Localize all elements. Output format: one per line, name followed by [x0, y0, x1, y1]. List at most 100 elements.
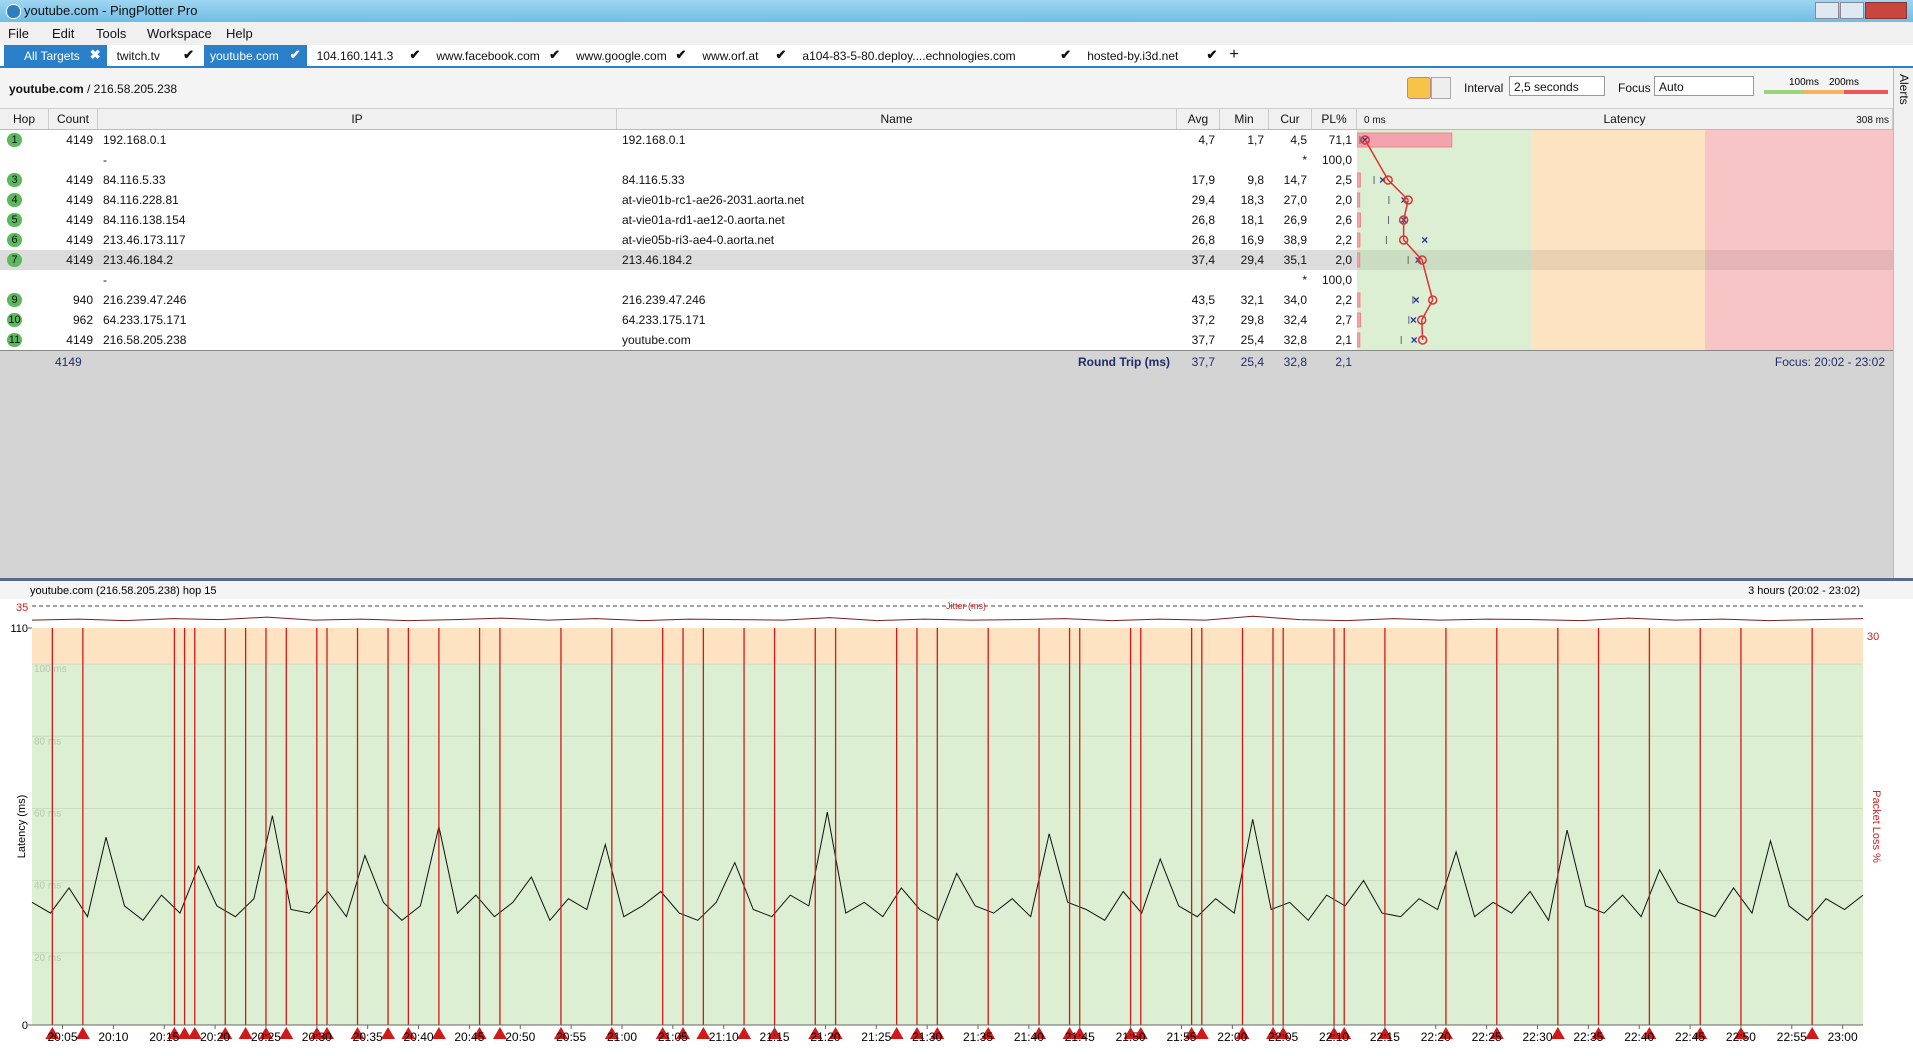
cell-min: 32,1 — [1240, 293, 1264, 307]
table-row[interactable]: 4 4149 84.116.228.81 at-vie01b-rc1-ae26-203… — [0, 190, 1357, 210]
hop-badge: 7 — [7, 253, 22, 267]
tab[interactable]: All Targets ✖ — [4, 45, 107, 66]
table-row[interactable]: - * 100,0 — [0, 150, 1357, 170]
table-row[interactable]: 1 4149 192.168.0.1 192.168.0.1 4,7 1,7 4,5 71,1 — [0, 130, 1357, 150]
column-header[interactable]: Hop — [0, 109, 49, 129]
alerts-sidebar: Alerts — [1893, 68, 1913, 578]
cell-min: 18,3 — [1240, 193, 1264, 207]
tab[interactable]: www.google.com ✔ — [570, 45, 693, 66]
x-tick-label: 21:05 — [658, 1030, 688, 1044]
maximize-button[interactable] — [1840, 2, 1864, 19]
tab[interactable]: hosted-by.i3d.net ✔ — [1081, 45, 1224, 66]
hop-badge: 6 — [7, 233, 22, 247]
menu-item[interactable]: Help — [226, 26, 253, 41]
table-row[interactable]: 11 4149 216.58.205.238 youtube.com 37,7 25,4 3… — [0, 330, 1357, 350]
menu-item[interactable]: File — [8, 26, 29, 41]
x-tick-label: 23:00 — [1828, 1030, 1858, 1044]
table-row[interactable]: 7 4149 213.46.184.2 213.46.184.2 37,4 29,4 35,… — [0, 250, 1357, 270]
cell-ip: - — [103, 153, 107, 167]
cell-pl: 2,6 — [1335, 213, 1352, 227]
packet-loss-marker — [75, 1027, 90, 1039]
cell-pl: 2,0 — [1335, 193, 1352, 207]
tab[interactable]: www.orf.at ✔ — [696, 45, 793, 66]
grid-label: 40 ms — [34, 881, 61, 892]
packet-loss-marker — [808, 1027, 823, 1039]
tab-label: twitch.tv — [116, 49, 160, 63]
tab[interactable]: www.facebook.com ✔ — [430, 45, 566, 66]
focus-select[interactable]: Auto — [1654, 76, 1754, 96]
cell-count: 4149 — [66, 253, 93, 267]
packet-loss-marker — [1327, 1027, 1342, 1039]
tab[interactable]: a104-83-5-80.deploy....echnologies.com ✔ — [796, 45, 1078, 66]
menu-item[interactable]: Tools — [96, 26, 127, 41]
column-header[interactable]: Name — [617, 109, 1177, 129]
cell-name: at-vie05b-ri3-ae4-0.aorta.net — [622, 233, 775, 247]
table-body: × × × × × × × × × 1 4149 192.168.0.1 192.168.0.1 4,7 1… — [0, 130, 1893, 350]
cell-cur: 32,8 — [1283, 333, 1307, 347]
x-tick-label: 21:15 — [760, 1030, 790, 1044]
cell-avg: 37,4 — [1191, 253, 1215, 267]
x-tick-label: 22:20 — [1421, 1030, 1451, 1044]
close-button[interactable] — [1865, 2, 1907, 19]
packet-loss-marker — [981, 1027, 996, 1039]
pause-dropdown[interactable] — [1431, 77, 1451, 99]
graph-header-bg — [0, 581, 1913, 599]
table-row[interactable]: 10 962 64.233.175.171 64.233.175.171 37,2 29,… — [0, 310, 1357, 330]
table-row[interactable]: 5 4149 84.116.138.154 at-vie01a-rd1-ae12-0.… — [0, 210, 1357, 230]
packet-loss-marker — [1377, 1027, 1392, 1039]
latency-min-label: 0 ms — [1364, 115, 1386, 126]
packet-loss-marker — [258, 1027, 273, 1039]
table-row[interactable]: 9 940 216.239.47.246 216.239.47.246 43,5 32,1… — [0, 290, 1357, 310]
packet-loss-marker — [472, 1027, 487, 1039]
footer-count: 4149 — [55, 355, 82, 369]
x-tick-label: 20:45 — [454, 1030, 484, 1044]
x-tick-label: 22:40 — [1624, 1030, 1654, 1044]
packet-loss-bar — [1357, 172, 1361, 188]
tab[interactable]: youtube.com ✔ — [204, 45, 307, 66]
column-header[interactable]: Latency — [1357, 109, 1893, 129]
legend-label: 100ms — [1789, 77, 1819, 88]
legend-label: 200ms — [1829, 77, 1859, 88]
cur-marker: × — [1361, 133, 1368, 147]
packet-loss-marker — [604, 1027, 619, 1039]
packet-loss-marker — [828, 1027, 843, 1039]
table-row[interactable]: - * 100,0 — [0, 270, 1357, 290]
zone-orange — [1531, 130, 1706, 350]
tab[interactable]: 104.160.141.3 ✔ — [310, 45, 427, 66]
tab-label: All Targets — [24, 49, 80, 63]
interval-select[interactable]: 2,5 seconds — [1509, 76, 1605, 96]
target-header: youtube.com / 216.58.205.238 Interval 2,… — [0, 68, 1893, 109]
menu-item[interactable]: Workspace — [147, 26, 212, 41]
grid-label: 100 ms — [34, 664, 67, 675]
footer-focus: Focus: 20:02 - 23:02 — [1774, 355, 1885, 369]
tab[interactable]: twitch.tv ✔ — [110, 45, 200, 66]
avg-marker — [1398, 235, 1409, 245]
add-tab-button[interactable]: + — [1229, 46, 1239, 63]
column-header[interactable]: Cur — [1269, 109, 1312, 129]
table-row[interactable]: 3 4149 84.116.5.33 84.116.5.33 17,9 9,8 14,7 2,… — [0, 170, 1357, 190]
menu-item[interactable]: Edit — [52, 26, 75, 41]
cell-ip: 84.116.138.154 — [103, 213, 186, 227]
packet-loss-marker — [1489, 1027, 1504, 1039]
avg-marker — [1417, 255, 1427, 265]
alerts-label[interactable]: Alerts — [1897, 74, 1911, 105]
table-row[interactable]: 6 4149 213.46.173.117 at-vie05b-ri3-ae4-0.a… — [0, 230, 1357, 250]
cell-min: 9,8 — [1247, 173, 1264, 187]
avg-marker — [1360, 135, 1370, 145]
x-tick-label: 21:35 — [963, 1030, 993, 1044]
x-tick-label: 20:50 — [505, 1030, 535, 1044]
minimize-button[interactable] — [1815, 2, 1839, 19]
column-header[interactable]: IP — [98, 109, 617, 129]
column-header[interactable]: Min — [1220, 109, 1269, 129]
packet-loss-marker — [1123, 1027, 1138, 1039]
cur-marker: × — [1410, 313, 1417, 327]
pause-button[interactable] — [1407, 77, 1431, 99]
packet-loss-marker — [1072, 1027, 1087, 1039]
cell-pl: 2,0 — [1335, 253, 1352, 267]
column-header[interactable]: Count — [49, 109, 98, 129]
column-header[interactable]: Avg — [1177, 109, 1220, 129]
cell-name: 84.116.5.33 — [622, 173, 685, 187]
cell-name: youtube.com — [622, 333, 691, 347]
column-header[interactable]: PL% — [1312, 109, 1357, 129]
cell-avg: 4,7 — [1198, 133, 1215, 147]
